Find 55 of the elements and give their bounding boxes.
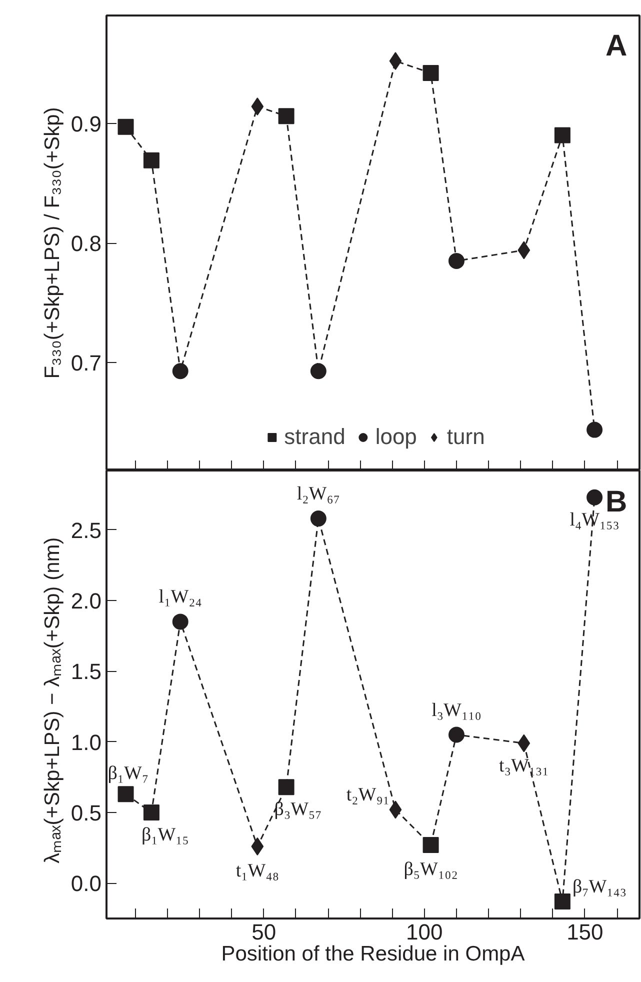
point: [172, 614, 188, 630]
annotation: l₃W₁₁₀: [432, 700, 482, 721]
point: [554, 127, 570, 144]
legend-label: turn: [446, 424, 485, 450]
annotation: B: [606, 486, 628, 518]
point: [118, 786, 134, 802]
point: [448, 726, 464, 743]
annotation: β₇W₁₄₃: [572, 876, 627, 898]
point: [518, 241, 530, 260]
y-tick-label: 0.0: [70, 871, 102, 896]
point: [422, 837, 439, 854]
point: [554, 894, 570, 910]
point: [251, 98, 264, 116]
point: [310, 363, 326, 380]
annotation: t₁W₄₈: [236, 860, 279, 882]
legend-label: strand: [284, 424, 346, 450]
y-tick-label: 1.0: [70, 730, 102, 755]
point: [278, 779, 294, 796]
point: [448, 252, 464, 269]
point: [422, 64, 439, 81]
x-tick-label: 100: [406, 920, 443, 944]
annotation: β₃W₅₇: [274, 799, 322, 820]
x-axis-title: Position of the Residue in OmpA: [221, 942, 525, 966]
point: [118, 118, 134, 135]
point: [389, 52, 402, 70]
annotation: t₂W₉₁: [346, 784, 390, 806]
y-tick-label: 1.5: [70, 659, 102, 684]
y-tick-label: 0.8: [70, 231, 102, 256]
point: [143, 804, 160, 821]
point: [389, 800, 402, 819]
annotation: β₁W₇: [108, 763, 149, 784]
y-tick-label: 2.0: [70, 588, 102, 614]
x-tick-label: 150: [566, 920, 604, 944]
point: [310, 510, 326, 527]
annotation: β₁W₁₅: [141, 824, 189, 846]
point: [586, 489, 603, 506]
annotation: t₃W₁₃₁: [499, 755, 549, 776]
annotation: l₂W₆₇: [296, 484, 340, 505]
point: [278, 108, 294, 124]
point: [172, 363, 188, 380]
legend-label: loop: [375, 424, 417, 450]
annotation: β₅W₁₀₂: [404, 859, 458, 880]
point: [586, 422, 603, 438]
y-tick-label: 0.7: [70, 350, 102, 376]
annotation: A: [606, 30, 628, 62]
annotation: l₁W₂₄: [158, 586, 202, 608]
y-axis-title: λₘₐₓ(+Skp+LPS) − λₘₐₓ(+Skp) (nm): [40, 537, 64, 864]
point: [143, 152, 160, 168]
point: [518, 734, 530, 752]
y-tick-label: 0.9: [70, 111, 102, 136]
y-tick-label: 0.5: [70, 800, 102, 826]
point: [251, 837, 264, 856]
y-tick-label: 2.5: [70, 518, 102, 543]
y-axis-title: F₃₃₀(+Skp+LPS) / F₃₃₀(+Skp): [40, 107, 64, 379]
x-tick-label: 50: [252, 920, 276, 944]
